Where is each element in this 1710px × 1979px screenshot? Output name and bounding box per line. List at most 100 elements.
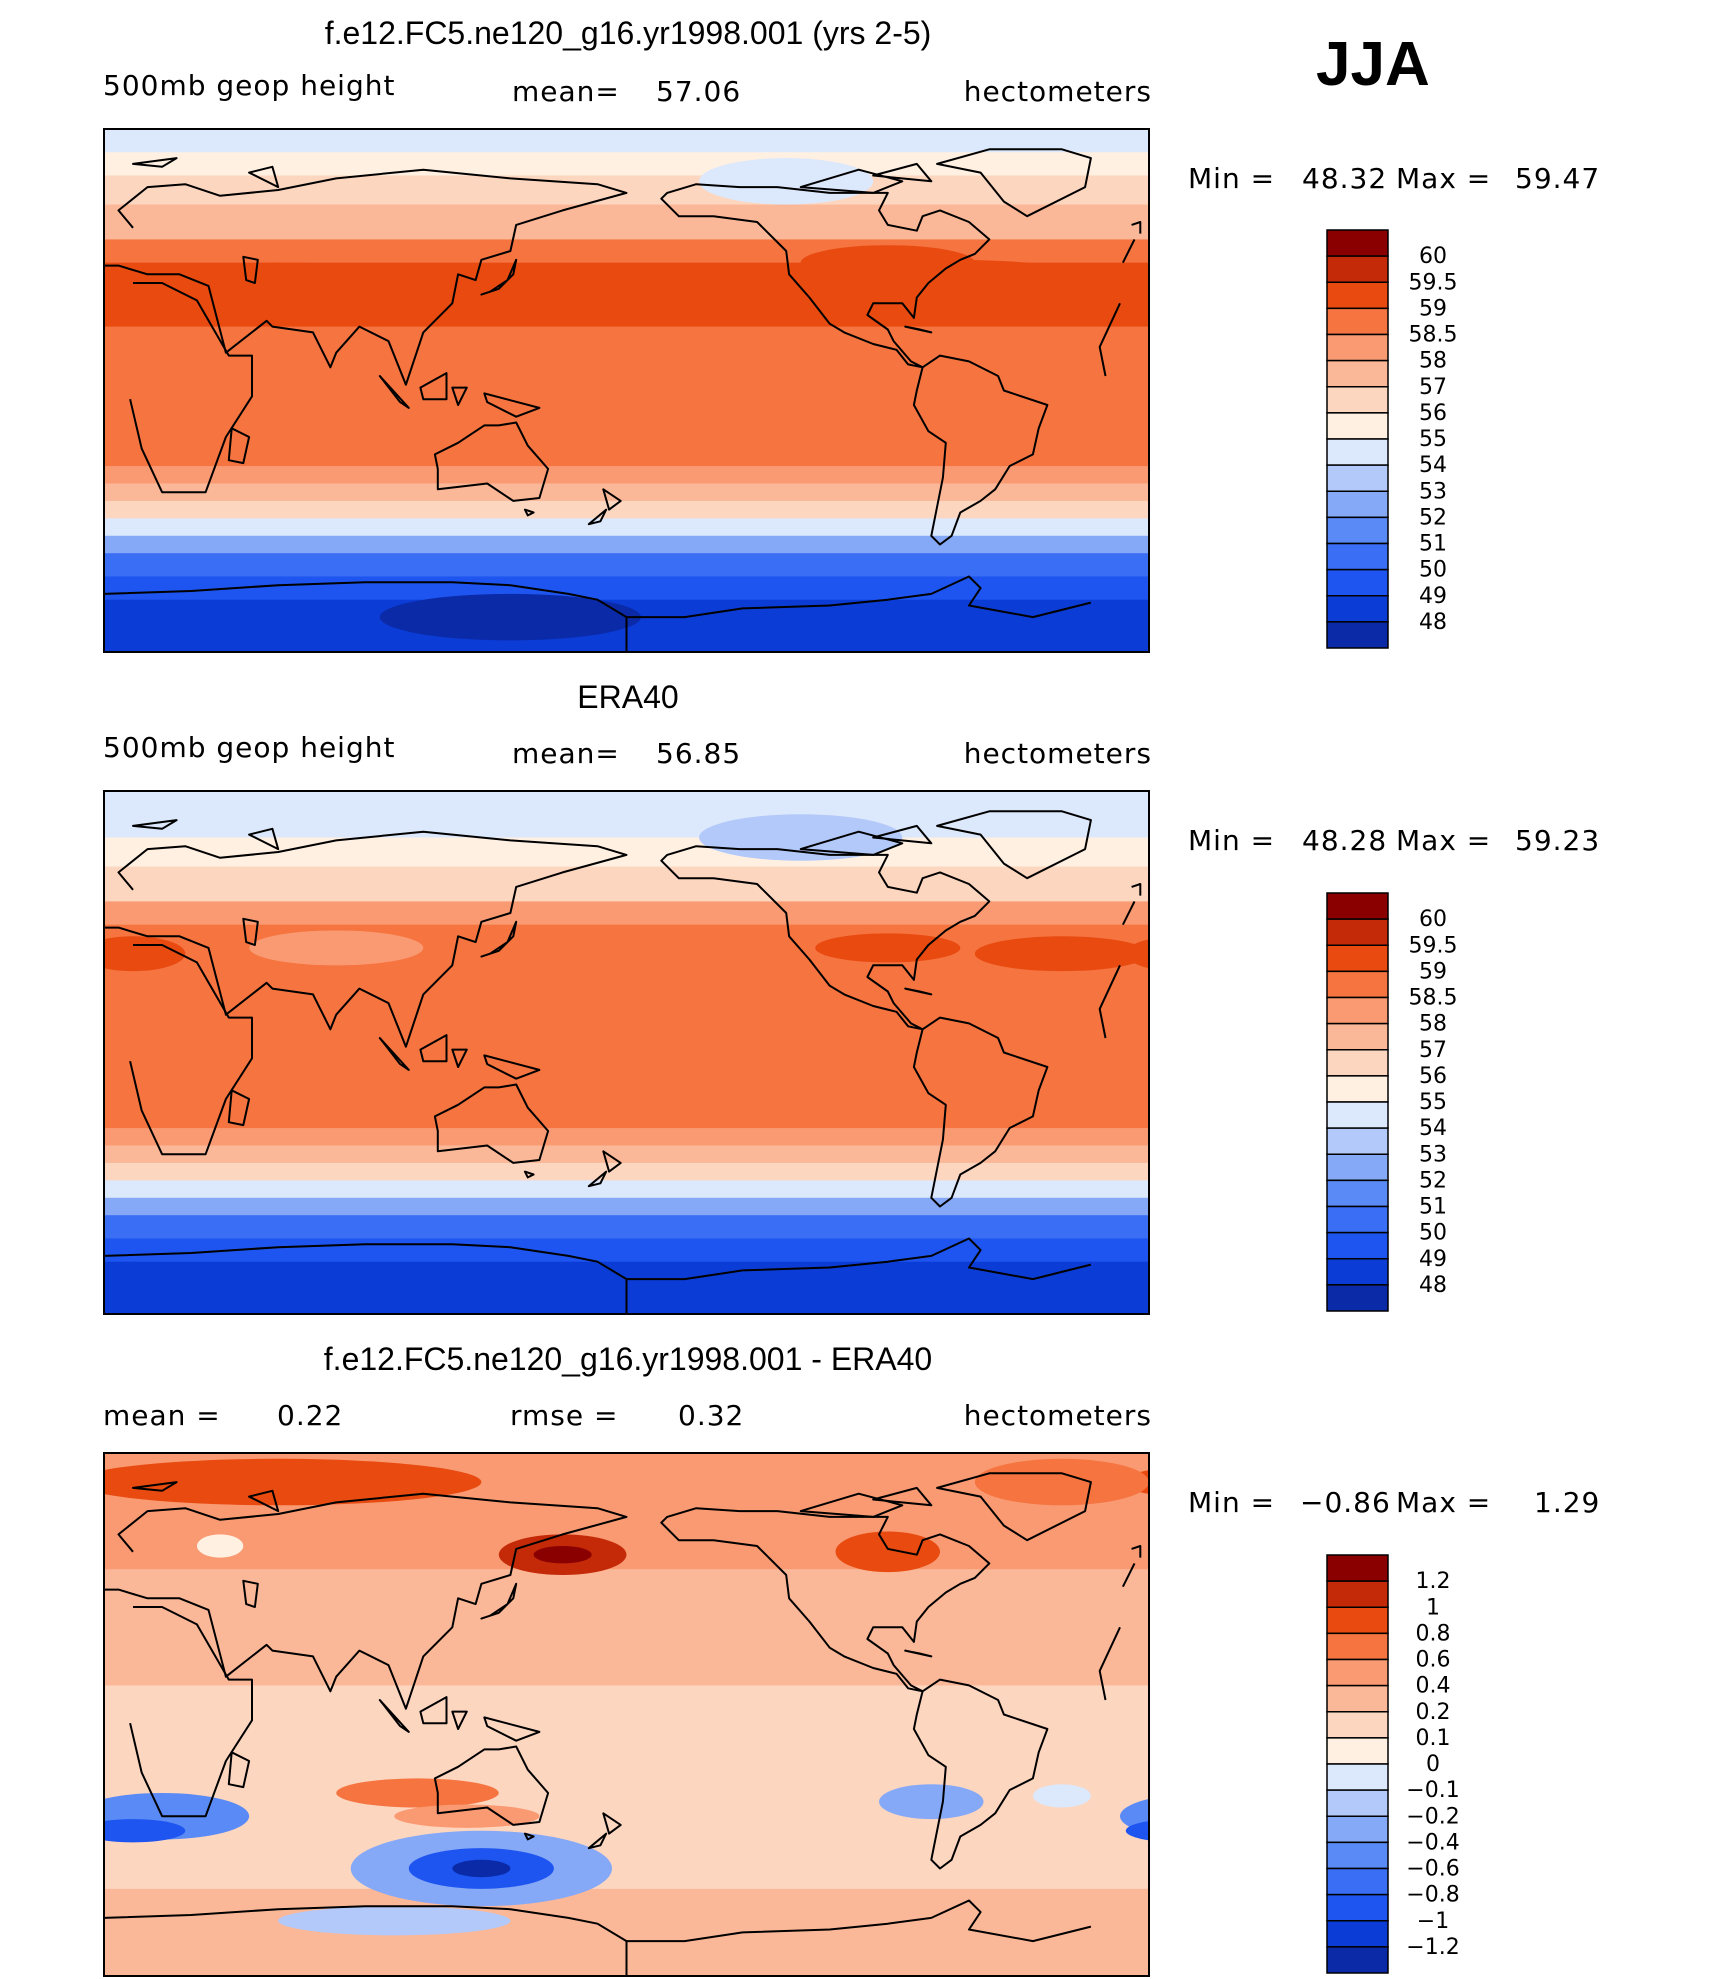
- field-band: [104, 1128, 1149, 1147]
- rmse-value: 0.32: [678, 1399, 744, 1432]
- colorbar-tick-label: 54: [1419, 1116, 1447, 1141]
- colorbar-tick-label: 59.5: [1409, 270, 1458, 295]
- coastline: [104, 581, 628, 652]
- colorbar-tick-label: 0: [1426, 1752, 1440, 1777]
- map-frame: [103, 790, 1150, 1315]
- colorbar-box: [1326, 229, 1389, 257]
- max-label: Max =: [1396, 162, 1491, 195]
- colorbar-box: [1326, 970, 1389, 999]
- coastline: [480, 258, 518, 296]
- colorbar-box: [1326, 1632, 1389, 1661]
- colorbar-box: [1326, 1841, 1389, 1870]
- field-band: [104, 1162, 1149, 1182]
- field-band: [104, 576, 1149, 601]
- colorbar-box: [1326, 359, 1389, 388]
- coastline: [1098, 1626, 1121, 1701]
- mean-value: 56.85: [656, 737, 741, 770]
- colorbar-box: [1326, 255, 1389, 283]
- colorbar-tick-label: 58.5: [1409, 323, 1458, 348]
- field-band: [104, 1511, 1149, 1571]
- field-blob: [104, 1819, 186, 1843]
- colorbar-box: [1326, 1789, 1389, 1817]
- coastline: [1131, 883, 1142, 896]
- colorbar-box: [1326, 464, 1389, 492]
- panel-diff: f.e12.FC5.ne120_g16.yr1998.001 - ERA40 m…: [103, 1341, 1599, 1977]
- coastline: [378, 1699, 410, 1733]
- units-label: hectometers: [964, 75, 1152, 108]
- coastline: [626, 1237, 1092, 1281]
- colorbar-box: [1326, 1101, 1389, 1129]
- min-label: Min =: [1188, 162, 1275, 195]
- colorbar-box: [1326, 307, 1389, 336]
- colorbar: 1.210.80.60.40.20.10−0.1−0.2−0.4−0.6−0.8…: [1326, 1554, 1460, 1974]
- field-blob: [815, 933, 961, 963]
- mean-value: 0.22: [277, 1399, 343, 1432]
- field-band: [104, 239, 1149, 264]
- rmse-label: rmse =: [510, 1399, 618, 1432]
- coastline: [378, 1037, 410, 1071]
- colorbar-box: [1326, 1153, 1389, 1182]
- field-band: [104, 326, 1149, 392]
- map-frame: [103, 1452, 1150, 1977]
- field-band: [104, 390, 1149, 444]
- colorbar-tick-label: 55: [1419, 1090, 1447, 1115]
- field-blob: [974, 1458, 1149, 1506]
- coastline: [1122, 1562, 1136, 1588]
- coastline: [1098, 302, 1121, 377]
- colorbar-box: [1326, 1867, 1389, 1896]
- field-blob: [1032, 1784, 1091, 1808]
- coastline: [523, 1170, 535, 1179]
- field-band: [104, 152, 1149, 177]
- field-blob: [1125, 939, 1149, 969]
- colorbar-box: [1326, 333, 1389, 362]
- coastline: [799, 1492, 904, 1518]
- coastline: [936, 1472, 1092, 1542]
- colorbar-box: [1326, 1554, 1389, 1582]
- coastline: [1131, 221, 1142, 234]
- coastline: [480, 1582, 518, 1620]
- min-label: Min =: [1188, 1486, 1275, 1519]
- max-value: 59.47: [1515, 162, 1600, 195]
- coastline: [626, 1899, 1092, 1943]
- colorbar-box: [1326, 621, 1389, 649]
- colorbar-tick-label: 1: [1426, 1595, 1440, 1620]
- colorbar-tick-label: 49: [1419, 1247, 1447, 1272]
- field-blob: [879, 1784, 984, 1820]
- left-label: 500mb geop height: [103, 731, 395, 764]
- panel-model: f.e12.FC5.ne120_g16.yr1998.001 (yrs 2-5)…: [103, 15, 1600, 653]
- field-band: [104, 129, 1149, 154]
- field-blob: [118, 262, 438, 298]
- colorbar-box: [1326, 1763, 1389, 1791]
- field-band: [104, 1569, 1149, 1629]
- min-value: 48.28: [1302, 824, 1387, 857]
- panel-title: ERA40: [577, 679, 678, 715]
- colorbar-tick-label: −0.6: [1406, 1857, 1459, 1882]
- colorbar-box: [1326, 1893, 1389, 1922]
- field-band: [104, 791, 1149, 816]
- units-label: hectometers: [964, 1399, 1152, 1432]
- colorbar-tick-label: 60: [1419, 907, 1447, 932]
- colorbar-tick-label: 0.2: [1416, 1700, 1451, 1725]
- field-band: [104, 866, 1149, 903]
- colorbar-box: [1326, 1606, 1389, 1635]
- field-blob: [394, 1804, 540, 1828]
- left-label: 500mb geop height: [103, 69, 395, 102]
- coastline: [132, 1481, 178, 1492]
- colorbar-tick-label: 58: [1419, 349, 1447, 374]
- colorbar-tick-label: 49: [1419, 584, 1447, 609]
- colorbar-tick-label: 48: [1419, 610, 1447, 635]
- min-label: Min =: [1188, 824, 1275, 857]
- colorbar-tick-label: 52: [1419, 505, 1447, 530]
- field-band: [104, 814, 1149, 839]
- coastline: [523, 508, 535, 517]
- coastline: [248, 827, 280, 851]
- colorbar-tick-label: 48: [1419, 1273, 1447, 1298]
- mean-label: mean=: [512, 75, 620, 108]
- colorbar-tick-label: 0.6: [1416, 1648, 1451, 1673]
- coastlines: [104, 148, 1142, 652]
- colorbar-box: [1326, 386, 1389, 414]
- field-layer: [104, 1453, 1149, 1976]
- colorbar-box: [1326, 1737, 1389, 1765]
- colorbar-box: [1326, 1075, 1389, 1103]
- field-blob: [1125, 1821, 1149, 1841]
